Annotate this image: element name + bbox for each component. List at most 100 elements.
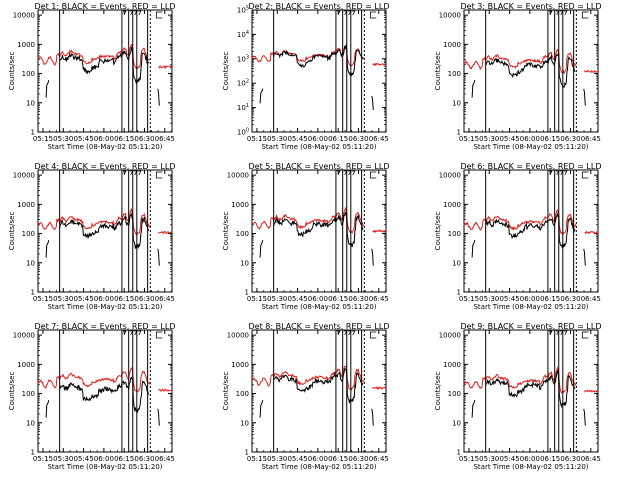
- plot-frame: [251, 9, 387, 133]
- series-events-tail: [157, 248, 160, 266]
- marker-flag-icon: [555, 10, 560, 16]
- y-tick-label: 1: [457, 129, 461, 137]
- marker-flag-icon: [559, 170, 564, 176]
- series-events: [59, 212, 150, 250]
- y-tick-label: 10: [26, 259, 35, 267]
- x-tick-label: 05:15: [247, 295, 267, 303]
- x-tick-label: 06:00: [94, 295, 114, 303]
- series-events-tail: [157, 408, 160, 426]
- marker-flag-icon: [122, 330, 127, 336]
- series-events-early: [259, 399, 264, 418]
- x-tick-label: 05:15: [33, 455, 53, 463]
- series-events: [59, 376, 150, 414]
- y-tick-label: 10000: [439, 12, 461, 20]
- chart-title: Det 2: BLACK = Events, RED = LLD: [249, 2, 390, 11]
- panel-det-4: Det 4: BLACK = Events, RED = LLD 1 10 100 10…: [8, 162, 175, 311]
- y-tick-label: 10000: [439, 172, 461, 180]
- y-tick-label: 100: [448, 230, 461, 238]
- y-tick-label: 1000: [17, 41, 35, 49]
- marker-flag-icon: [122, 10, 127, 16]
- marker-flag-icon: [343, 10, 348, 16]
- x-tick-label: 06:15: [328, 455, 348, 463]
- x-tick-label: 05:45: [499, 295, 519, 303]
- x-tick-label: 06:00: [94, 135, 114, 143]
- y-tick-label: 10: [26, 419, 35, 427]
- x-tick-label: 05:15: [247, 135, 267, 143]
- marker-flag-icon: [351, 10, 356, 16]
- x-tick-label: 06:00: [308, 135, 328, 143]
- x-tick-label: 06:15: [114, 135, 134, 143]
- chart-title: Det 6: BLACK = Events, RED = LLD: [461, 162, 602, 171]
- panel-det-6: Det 6: BLACK = Events, RED = LLD 1 10 100 10…: [434, 162, 601, 311]
- y-tick-label: 1: [31, 129, 35, 137]
- series-lld-tail: [372, 229, 387, 234]
- x-tick-label: 06:30: [348, 455, 368, 463]
- x-tick-label: 06:45: [581, 295, 601, 303]
- x-tick-label: 06:30: [560, 455, 580, 463]
- marker-flag-icon: [347, 10, 352, 16]
- panel-det-9: Det 9: BLACK = Events, RED = LLD 1 10 100 10…: [434, 322, 601, 471]
- panel-det-5: Det 5: BLACK = Events, RED = LLD 1 10 100 10…: [222, 162, 389, 311]
- y-tick-label: 1: [457, 449, 461, 457]
- y-tick-label: 1: [245, 449, 249, 457]
- series-lld-tail: [158, 230, 173, 235]
- x-tick-label: 05:45: [73, 295, 93, 303]
- x-tick-label: 06:00: [520, 295, 540, 303]
- y-tick-label: 10000: [13, 12, 35, 20]
- chart-title: Det 5: BLACK = Events, RED = LLD: [249, 162, 390, 171]
- x-tick-label: 06:15: [328, 295, 348, 303]
- x-tick-label: 06:00: [94, 455, 114, 463]
- series-events-tail: [157, 88, 160, 106]
- bracket-marker-icon: [581, 171, 589, 179]
- y-tick-label: 100: [236, 390, 249, 398]
- series-lld-tail: [372, 386, 387, 391]
- bracket-marker-icon: [155, 331, 163, 339]
- x-tick-label: 05:45: [287, 135, 307, 143]
- series-events: [273, 44, 364, 77]
- chart-title: Det 4: BLACK = Events, RED = LLD: [35, 162, 176, 171]
- series-events: [273, 211, 364, 248]
- plot-frame: [463, 329, 599, 453]
- y-tick-label: 1: [457, 289, 461, 297]
- y-tick-label: 100: [22, 70, 35, 78]
- y-tick-label: 100: [448, 70, 461, 78]
- x-tick-label: 06:45: [369, 135, 389, 143]
- series-lld-tail: [158, 64, 173, 70]
- panel-det-8: Det 8: BLACK = Events, RED = LLD 1 10 100 10…: [222, 322, 389, 471]
- y-tick-label: 1000: [231, 201, 249, 209]
- marker-flag-icon: [559, 330, 564, 336]
- marker-flag-icon: [336, 10, 341, 16]
- y-tick-label: 10000: [227, 332, 249, 340]
- series-lld: [37, 43, 151, 70]
- x-tick-label: 06:30: [134, 135, 154, 143]
- panel-det-2: Det 2: BLACK = Events, RED = LLD 100 101 10…: [222, 2, 389, 151]
- x-axis-label: Start Time (08-May-02 05:11:20): [473, 303, 588, 311]
- bracket-marker-icon: [369, 331, 377, 339]
- x-axis-label: Start Time (08-May-02 05:11:20): [473, 143, 588, 151]
- series-events: [485, 370, 576, 409]
- bracket-marker-icon: [369, 171, 377, 179]
- x-axis-label: Start Time (08-May-02 05:11:20): [261, 143, 376, 151]
- y-tick-label: 10: [452, 99, 461, 107]
- marker-flag-icon: [343, 170, 348, 176]
- x-axis-label: Start Time (08-May-02 05:11:20): [261, 463, 376, 471]
- plot-frame: [37, 169, 173, 293]
- marker-flag-icon: [548, 330, 553, 336]
- marker-flag-icon: [129, 330, 134, 336]
- x-axis-label: Start Time (08-May-02 05:11:20): [47, 143, 162, 151]
- x-tick-label: 06:30: [134, 295, 154, 303]
- y-tick-label: 100: [22, 390, 35, 398]
- marker-flag-icon: [555, 170, 560, 176]
- y-axis-label: Counts/sec: [8, 52, 16, 91]
- x-tick-label: 06:30: [560, 135, 580, 143]
- x-tick-label: 05:15: [459, 135, 479, 143]
- series-events-early: [471, 79, 476, 98]
- series-lld: [37, 366, 151, 393]
- series-lld: [251, 365, 365, 391]
- series-lld-tail: [584, 230, 599, 235]
- x-tick-label: 06:45: [155, 295, 175, 303]
- series-lld-tail: [584, 69, 599, 74]
- plot-frame: [37, 329, 173, 453]
- series-events-early: [471, 399, 476, 418]
